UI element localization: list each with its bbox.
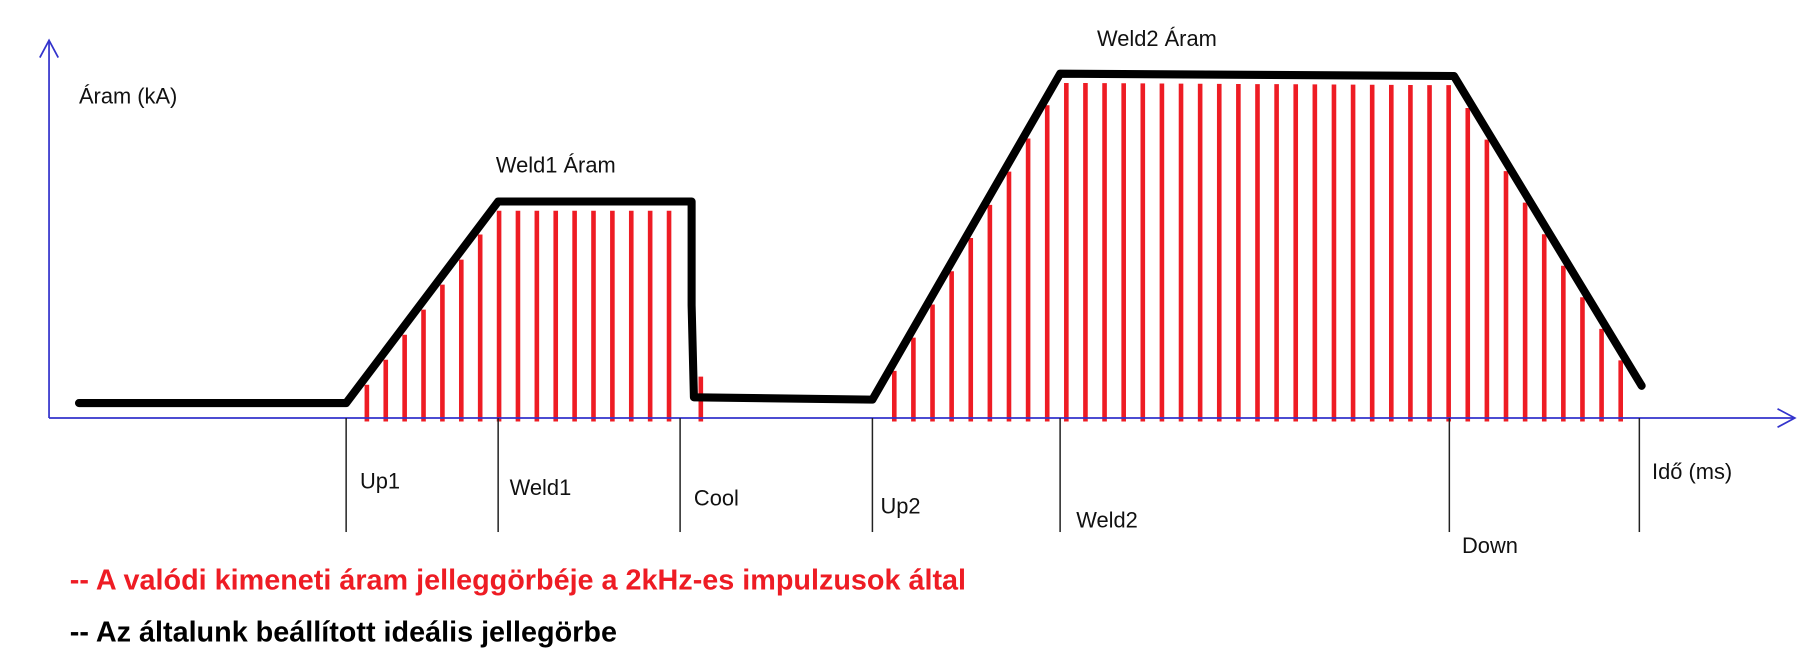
phase-label: Weld2 xyxy=(1076,507,1138,532)
x-arrow xyxy=(1777,408,1797,428)
pulse-group xyxy=(364,82,1623,422)
y-axis-label: Áram (kA) xyxy=(79,84,177,109)
ideal-curve xyxy=(74,69,1646,408)
phase-dividers xyxy=(345,418,1641,533)
level-label: Weld2 Áram xyxy=(1097,26,1217,51)
phase-label: Up2 xyxy=(880,494,920,519)
legend-real: -- A valódi kimeneti áram jelleggörbéje … xyxy=(70,565,966,597)
phase-label: Down xyxy=(1462,533,1518,558)
phase-label: Cool xyxy=(694,486,739,511)
legend-ideal: -- Az általunk beállított ideális jelleg… xyxy=(70,616,617,648)
x-axis-label: Idő (ms) xyxy=(1652,459,1732,484)
level-label: Weld1 Áram xyxy=(496,153,616,178)
phase-label: Weld1 xyxy=(510,475,572,500)
y-arrow xyxy=(39,38,60,58)
phase-label: Up1 xyxy=(360,468,400,493)
